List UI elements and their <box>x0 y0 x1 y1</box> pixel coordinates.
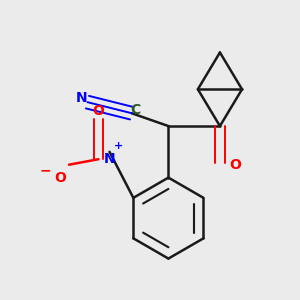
Text: +: + <box>114 141 123 151</box>
Text: O: O <box>92 104 104 118</box>
Text: C: C <box>130 103 140 116</box>
Text: −: − <box>39 163 51 177</box>
Text: O: O <box>54 171 66 184</box>
Text: N: N <box>104 152 115 166</box>
Text: O: O <box>229 158 241 172</box>
Text: N: N <box>76 92 88 106</box>
